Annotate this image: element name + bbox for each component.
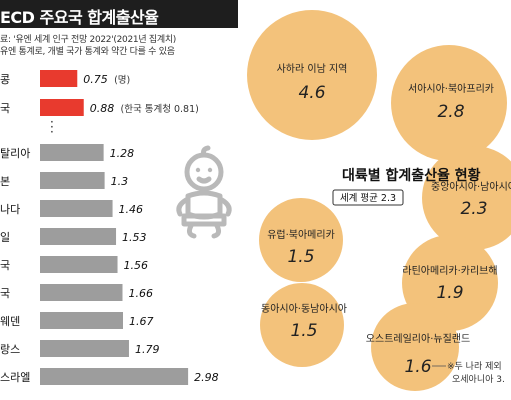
footnote-line-2: 오세아니아 3. <box>452 374 505 385</box>
bar-annotation-2: (한국 통계청 0.81) <box>121 103 199 115</box>
bar-category-7: 국 <box>0 259 10 272</box>
bar-annotation-1: (명) <box>114 75 130 86</box>
bar-4 <box>40 172 105 189</box>
source-note-line-1: 료: '유엔 세계 인구 전망 2022'(2021년 집계치) <box>0 35 177 45</box>
bar-value-7: 1.56 <box>124 259 149 272</box>
bar-5 <box>40 200 113 217</box>
bubble-value-1: 4.6 <box>298 83 325 103</box>
bar-value-9: 1.67 <box>129 315 154 328</box>
baby-diaper <box>181 213 227 227</box>
bubble-1 <box>247 10 377 140</box>
ellipsis-icon: · · · <box>50 115 54 139</box>
bar-value-5: 1.46 <box>119 203 144 216</box>
bubble-2 <box>391 45 507 161</box>
bar-category-8: 국 <box>0 287 10 300</box>
bar-10 <box>40 340 129 357</box>
bar-category-2: 국 <box>0 102 10 115</box>
baby-body <box>185 190 223 220</box>
bar-3 <box>40 144 104 161</box>
baby-arm-left <box>176 197 189 217</box>
chart-title: ECD 주요국 합계출산율 <box>0 8 159 27</box>
bar-value-10: 1.79 <box>135 343 160 356</box>
bar-2 <box>40 99 84 116</box>
bar-category-4: 본 <box>0 175 10 188</box>
bar-7 <box>40 256 118 273</box>
bubble-7 <box>371 303 459 391</box>
world-average-box <box>332 189 404 206</box>
bar-1 <box>40 70 78 87</box>
bubble-label-3: 중앙아시아·남아시아 <box>431 181 511 193</box>
bar-value-2: 0.88 <box>90 102 115 115</box>
bar-value-6: 1.53 <box>122 231 147 244</box>
bubble-label-7: 오스트레일리아·뉴질랜드 <box>366 333 470 345</box>
bubble-3 <box>422 146 511 250</box>
bubble-6 <box>260 283 344 367</box>
bar-value-4: 1.3 <box>111 175 129 188</box>
baby-hair <box>201 145 211 158</box>
bar-6 <box>40 228 117 245</box>
bubble-value-5: 1.9 <box>436 283 463 303</box>
bar-value-11: 2.98 <box>194 371 219 384</box>
bubble-label-4: 유럽·북아메리카 <box>267 229 335 241</box>
bar-category-11: 스라엘 <box>0 371 30 384</box>
bubble-label-2: 서아시아·북아프리카 <box>408 83 494 95</box>
bar-category-3: 탈리아 <box>0 147 30 160</box>
bar-value-8: 1.66 <box>129 287 154 300</box>
source-note-line-2: 유엔 통계로, 개별 국가 통계와 약간 다를 수 있음 <box>0 47 175 57</box>
bar-category-6: 일 <box>0 230 10 244</box>
bubble-value-4: 1.5 <box>287 247 314 267</box>
bubble-label-5: 라틴아메리카·카리브해 <box>402 264 497 277</box>
baby-eye-right <box>207 167 213 173</box>
world-average-label: 세계 평균 2.3 <box>340 192 396 204</box>
baby-leg-left <box>186 221 197 239</box>
bubble-value-6: 1.5 <box>290 321 317 341</box>
baby-mouth <box>196 176 212 184</box>
bubble-4 <box>259 198 343 282</box>
bar-8 <box>40 284 123 301</box>
bar-value-1: 0.75 <box>83 73 108 86</box>
footnote-line-1: ※두 나라 제외 <box>447 360 502 372</box>
bar-9 <box>40 312 123 329</box>
bubble-value-3: 2.3 <box>460 199 487 219</box>
bar-11 <box>40 368 189 385</box>
baby-eye-left <box>195 167 201 173</box>
baby-arm-right <box>219 197 232 217</box>
baby-illustration-icon <box>176 145 232 239</box>
bubble-label-6: 동아시아·동남아시아 <box>261 303 347 315</box>
bar-category-9: 웨덴 <box>0 315 20 328</box>
bubble-value-7: 1.6 <box>404 357 431 377</box>
bar-category-5: 나다 <box>0 203 20 216</box>
bubble-value-2: 2.8 <box>437 102 464 122</box>
baby-leg-right <box>211 221 222 239</box>
bubble-chart-title: 대륙별 합계출산율 현황 <box>342 167 481 184</box>
bar-value-3: 1.28 <box>110 147 135 160</box>
baby-head <box>184 152 224 192</box>
title-bar: ECD 주요국 합계출산율 <box>0 0 238 28</box>
bar-category-1: 콩 <box>0 73 10 86</box>
bubble-label-1: 사하라 이남 지역 <box>277 62 348 75</box>
bar-category-10: 랑스 <box>0 343 20 356</box>
